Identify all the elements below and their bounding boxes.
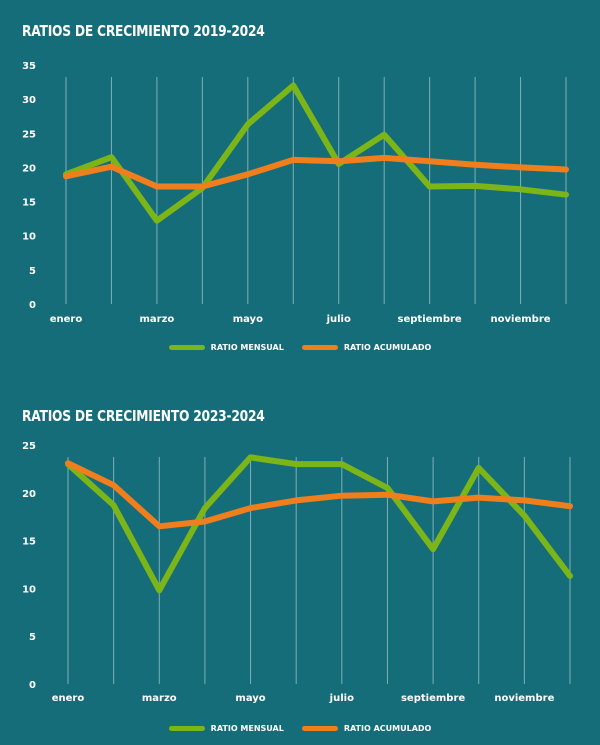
x-tick-label: septiembre [398, 314, 462, 325]
y-tick-label: 0 [29, 300, 36, 311]
series-line-ratio-acumulado [63, 154, 569, 190]
legend-label: RATIO MENSUAL [210, 724, 284, 733]
y-tick-label: 5 [29, 266, 36, 277]
y-tick-label: 30 [22, 95, 36, 106]
legend-item-series-1: RATIO MENSUAL [168, 724, 284, 733]
y-tick-label: 20 [22, 489, 36, 500]
x-tick-label: enero [50, 314, 83, 325]
legend-swatch [301, 726, 338, 731]
y-tick-label: 35 [22, 61, 36, 72]
chart-title: RATIOS DE CRECIMIENTO 2023-2024 [22, 407, 265, 425]
series-line-ratio-acumulado [65, 460, 573, 530]
y-tick-label: 5 [29, 632, 36, 643]
y-tick-label: 0 [29, 680, 36, 691]
series-line-ratio-mensual [65, 454, 573, 594]
legend-label: RATIO MENSUAL [210, 343, 284, 352]
legend-item-series-2: RATIO ACUMULADO [301, 724, 432, 733]
line-chart: 0 5 10 15 20 25 30 35 enero marzo mayo julio septiem… [22, 61, 569, 325]
x-tick-label: mayo [235, 693, 265, 704]
y-tick-label: 15 [22, 537, 36, 548]
x-tick-label: mayo [233, 314, 263, 325]
y-tick-label: 20 [22, 163, 36, 174]
x-tick-label: noviembre [491, 314, 551, 325]
legend-label: RATIO ACUMULADO [343, 724, 432, 733]
legend-label: RATIO ACUMULADO [343, 343, 432, 352]
series-line-ratio-mensual [63, 82, 569, 224]
y-tick-label: 15 [22, 198, 36, 209]
chart-legend: RATIO MENSUAL RATIO ACUMULADO [0, 724, 600, 733]
y-tick-label: 25 [22, 441, 36, 452]
y-tick-label: 10 [22, 232, 36, 243]
x-tick-label: septiembre [401, 693, 465, 704]
legend-swatch [301, 345, 338, 350]
x-tick-label: marzo [140, 314, 175, 325]
y-tick-label: 25 [22, 129, 36, 140]
x-tick-label: marzo [142, 693, 177, 704]
legend-item-series-2: RATIO ACUMULADO [301, 343, 432, 352]
line-chart: 0 5 10 15 20 25 enero marzo mayo julio septiembre n… [22, 441, 573, 704]
chart-panel-2023-2024: RATIOS DE CRECIMIENTO 2023-2024 0 5 10 15 20… [0, 385, 600, 745]
y-tick-label: 10 [22, 584, 36, 595]
x-tick-label: julio [326, 314, 351, 325]
legend-item-series-1: RATIO MENSUAL [168, 343, 284, 352]
x-tick-label: enero [52, 693, 85, 704]
x-tick-label: noviembre [494, 693, 554, 704]
chart-legend: RATIO MENSUAL RATIO ACUMULADO [0, 343, 600, 352]
chart-panel-2019-2024: RATIOS DE CRECIMIENTO 2019-2024 0 5 10 15 20… [0, 0, 600, 370]
legend-swatch [168, 345, 205, 350]
legend-swatch [168, 726, 205, 731]
chart-title: RATIOS DE CRECIMIENTO 2019-2024 [22, 22, 265, 40]
x-tick-label: julio [329, 693, 354, 704]
